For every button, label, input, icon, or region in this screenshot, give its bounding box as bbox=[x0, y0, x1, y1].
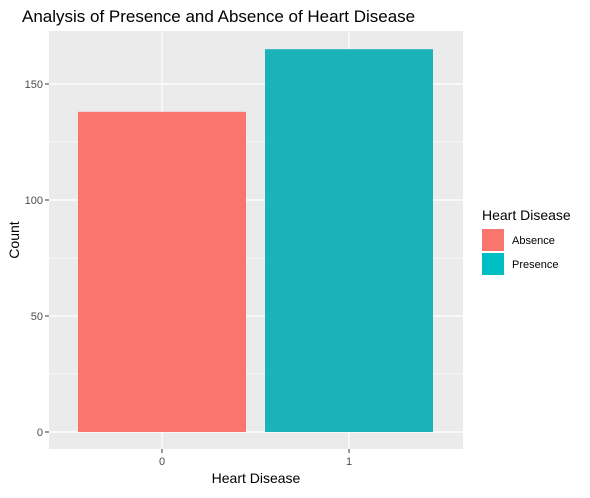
legend-title: Heart Disease bbox=[482, 207, 571, 223]
y-tick-label: 100 bbox=[25, 195, 43, 207]
y-axis: 0 50 100 150 bbox=[25, 79, 49, 439]
legend-swatch-absence bbox=[482, 229, 504, 251]
y-tick-label: 150 bbox=[25, 79, 43, 91]
y-axis-label: Count bbox=[6, 221, 22, 258]
x-axis-label: Heart Disease bbox=[212, 470, 301, 486]
y-tick-label: 50 bbox=[31, 311, 43, 323]
x-tick-label: 0 bbox=[159, 456, 165, 468]
bars bbox=[78, 49, 433, 432]
chart-title: Analysis of Presence and Absence of Hear… bbox=[22, 7, 415, 26]
legend-items: Absence Presence bbox=[482, 229, 558, 275]
y-tick-label: 0 bbox=[37, 427, 43, 439]
legend-label-presence: Presence bbox=[512, 259, 558, 271]
legend-label-absence: Absence bbox=[512, 235, 555, 247]
bar-0 bbox=[78, 111, 246, 432]
legend: Heart Disease Absence Presence bbox=[482, 207, 571, 275]
x-tick-label: 1 bbox=[346, 456, 352, 468]
legend-swatch-presence bbox=[482, 253, 504, 275]
bar-1 bbox=[265, 49, 433, 432]
